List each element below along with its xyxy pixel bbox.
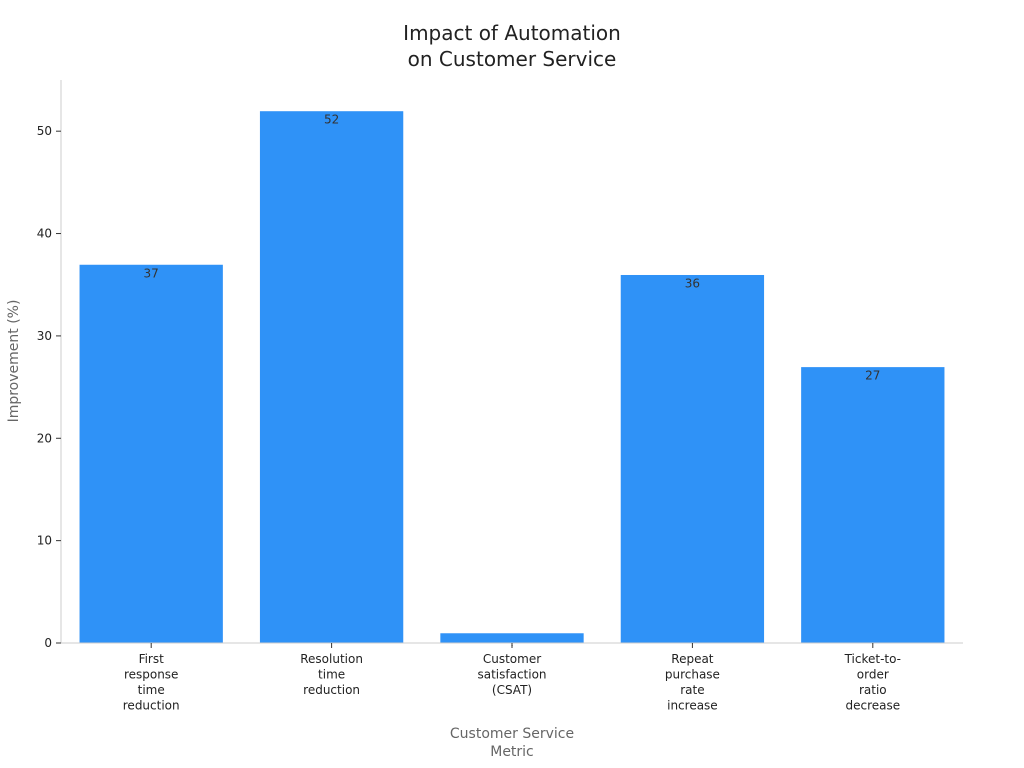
bar-0 (78, 263, 224, 644)
data-label-4: 27 (865, 369, 880, 383)
x-tick-label-4-line-3: decrease (845, 699, 900, 713)
x-tick-label-0-line-3: reduction (123, 699, 180, 713)
x-axis-label-line-0: Customer Service (450, 726, 574, 742)
x-tick-label-2-line-2: (CSAT) (492, 683, 532, 697)
x-tick-label-3-line-0: Repeat (671, 652, 714, 666)
data-label-1: 52 (324, 113, 339, 127)
bar-4 (800, 366, 946, 644)
chart-title: Impact of Automation on Customer Service (0, 20, 1024, 72)
x-tick-label-3: Repeat purchase rate increase (665, 652, 720, 713)
x-tick-label-2-line-0: Customer (483, 652, 541, 666)
x-tick-label-4: Ticket-to-order ratio decrease (844, 652, 901, 713)
x-axis-label: Customer Service Metric (450, 726, 574, 760)
data-label-0: 37 (144, 266, 159, 280)
x-axis-label-line-1: Metric (490, 744, 534, 760)
x-tick-label-4-line-1: order (857, 668, 889, 682)
y-tick-label-0: 0 (44, 636, 52, 650)
x-tick-label-3-line-3: increase (667, 699, 718, 713)
chart-title-line-1: Impact of Automation (403, 21, 621, 45)
y-tick-label-5: 50 (37, 124, 52, 138)
x-tick-label-2-line-1: satisfaction (477, 668, 546, 682)
y-tick-label-2: 20 (37, 431, 52, 445)
x-tick-label-0-line-0: First (139, 652, 165, 666)
x-tick-label-1-line-0: Resolution (300, 652, 363, 666)
x-tick-label-1-line-2: reduction (303, 683, 360, 697)
x-tick-label-0: First response time reduction (123, 652, 180, 713)
y-tick-label-3: 30 (37, 329, 52, 343)
x-tick-label-4-line-0: Ticket-to- (844, 652, 901, 666)
y-tick-label-1: 10 (37, 534, 52, 548)
x-tick-label-3-line-1: purchase (665, 668, 720, 682)
y-axis-label: Improvement (%) (6, 300, 22, 423)
data-label-3: 36 (685, 276, 700, 290)
y-tick-label-4: 40 (37, 227, 52, 241)
x-tick-label-0-line-1: response (124, 668, 179, 682)
x-tick-label-4-line-2: ratio (859, 683, 887, 697)
x-tick-label-2: Customer satisfaction (CSAT) (477, 652, 546, 697)
bar-3 (619, 273, 766, 644)
x-tick-label-1-line-1: time (318, 668, 345, 682)
x-tick-label-1: Resolution time reduction (300, 652, 363, 697)
bar-1 (258, 110, 405, 644)
chart-title-line-2: on Customer Service (407, 47, 617, 71)
x-tick-label-0-line-2: time (138, 683, 165, 697)
x-tick-label-3-line-2: rate (680, 683, 704, 697)
